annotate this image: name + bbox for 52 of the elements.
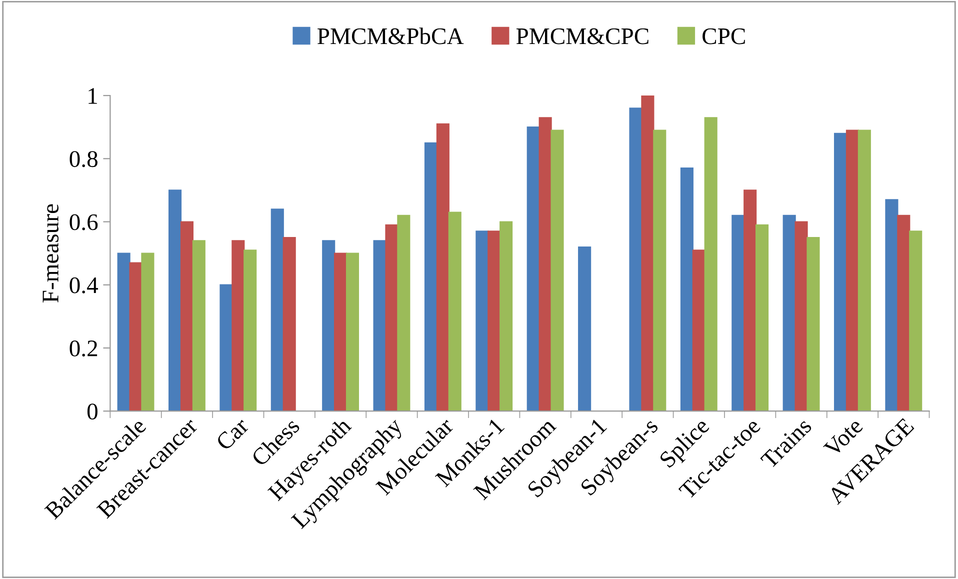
bar xyxy=(424,142,438,412)
bar xyxy=(885,199,898,412)
legend-label: PMCM&PbCA xyxy=(318,28,464,44)
bar xyxy=(232,240,245,412)
bar xyxy=(500,221,513,412)
bar xyxy=(897,214,910,412)
bar xyxy=(794,221,808,412)
bar xyxy=(680,168,694,412)
bar xyxy=(550,130,564,412)
bar xyxy=(578,246,592,412)
bar xyxy=(858,130,871,412)
bar xyxy=(732,214,745,412)
bar xyxy=(385,224,398,412)
bar xyxy=(806,236,820,412)
y-tick-label: 0.2 xyxy=(70,340,98,357)
bar xyxy=(397,214,410,412)
bar xyxy=(834,132,848,412)
bar xyxy=(704,117,718,412)
bar xyxy=(756,224,769,412)
bar xyxy=(334,252,348,412)
bar xyxy=(629,108,642,412)
bar xyxy=(448,212,462,412)
bar xyxy=(168,190,182,412)
bar xyxy=(244,250,257,412)
bar xyxy=(909,230,922,412)
bar xyxy=(322,240,336,412)
y-axis-title: F-measure xyxy=(42,204,58,302)
y-tick-label: 1 xyxy=(88,88,97,104)
y-tick-label: 0.6 xyxy=(70,214,98,230)
bar xyxy=(270,208,284,412)
x-tick-label: Car xyxy=(215,416,250,452)
bar xyxy=(192,240,206,412)
bar xyxy=(282,236,296,412)
bar xyxy=(129,262,142,412)
bar xyxy=(641,96,654,412)
bar xyxy=(476,230,489,412)
bar xyxy=(141,252,154,412)
y-tick-label: 0.4 xyxy=(70,277,98,294)
bar xyxy=(692,250,706,412)
y-tick-label: 0 xyxy=(87,404,98,420)
bar xyxy=(436,123,450,412)
y-tick-label: 0.8 xyxy=(70,151,98,168)
bar xyxy=(653,130,666,412)
bar xyxy=(346,252,360,412)
bar xyxy=(220,284,233,412)
bar xyxy=(744,190,757,412)
legend-label: PMCM&CPC xyxy=(516,28,648,44)
bar xyxy=(846,130,859,412)
bar xyxy=(526,126,540,412)
legend-label: CPC xyxy=(702,28,745,44)
bar xyxy=(488,230,501,412)
bar xyxy=(180,221,194,412)
